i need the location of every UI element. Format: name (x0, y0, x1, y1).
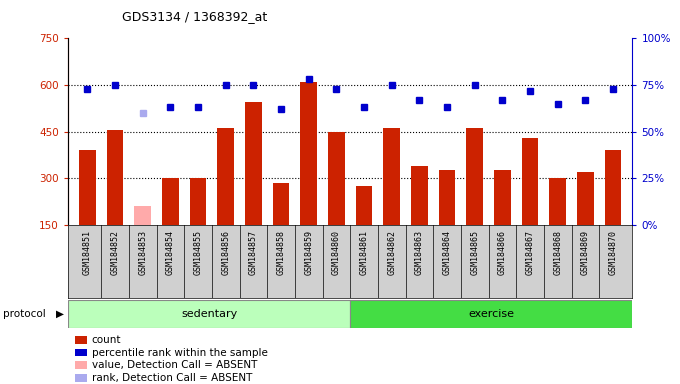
Bar (577, 172, 594, 225)
Text: GSM184858: GSM184858 (277, 230, 286, 275)
Text: value, Detection Call = ABSENT: value, Detection Call = ABSENT (92, 360, 257, 370)
Bar (350, 300, 632, 328)
Bar (135, 206, 151, 225)
Text: GSM184868: GSM184868 (554, 230, 562, 275)
Bar (411, 166, 428, 225)
Text: count: count (92, 335, 121, 345)
Text: sedentary: sedentary (181, 309, 237, 319)
Bar (245, 102, 262, 225)
Bar (218, 128, 234, 225)
Bar (522, 138, 539, 225)
Text: GSM184856: GSM184856 (221, 230, 231, 275)
Text: GSM184857: GSM184857 (249, 230, 258, 275)
Bar (79, 150, 96, 225)
Bar (301, 82, 317, 225)
Text: GSM184853: GSM184853 (138, 230, 147, 275)
Text: GSM184864: GSM184864 (443, 230, 452, 275)
Text: GSM184862: GSM184862 (387, 230, 396, 275)
Text: GSM184860: GSM184860 (332, 230, 341, 275)
Text: GSM184869: GSM184869 (581, 230, 590, 275)
Bar (356, 186, 373, 225)
Bar (494, 170, 511, 225)
Bar (466, 128, 483, 225)
Text: GSM184859: GSM184859 (304, 230, 313, 275)
Text: rank, Detection Call = ABSENT: rank, Detection Call = ABSENT (92, 373, 252, 383)
Text: protocol: protocol (3, 309, 46, 319)
Bar (549, 178, 566, 225)
Bar (107, 130, 123, 225)
Text: GSM184865: GSM184865 (470, 230, 479, 275)
Bar (162, 178, 179, 225)
Bar (439, 170, 456, 225)
Bar (190, 178, 206, 225)
Text: GSM184854: GSM184854 (166, 230, 175, 275)
Text: percentile rank within the sample: percentile rank within the sample (92, 348, 268, 358)
Text: GSM184852: GSM184852 (111, 230, 120, 275)
Text: GSM184870: GSM184870 (609, 230, 617, 275)
Bar (273, 183, 289, 225)
Text: GSM184851: GSM184851 (83, 230, 92, 275)
Text: ▶: ▶ (56, 309, 65, 319)
Text: GSM184866: GSM184866 (498, 230, 507, 275)
Bar (68, 300, 350, 328)
Text: GSM184863: GSM184863 (415, 230, 424, 275)
Text: GSM184867: GSM184867 (526, 230, 534, 275)
Bar (328, 132, 345, 225)
Text: GSM184855: GSM184855 (194, 230, 203, 275)
Text: GSM184861: GSM184861 (360, 230, 369, 275)
Bar (384, 128, 400, 225)
Text: exercise: exercise (469, 309, 514, 319)
Text: GDS3134 / 1368392_at: GDS3134 / 1368392_at (122, 10, 268, 23)
Bar (605, 150, 622, 225)
